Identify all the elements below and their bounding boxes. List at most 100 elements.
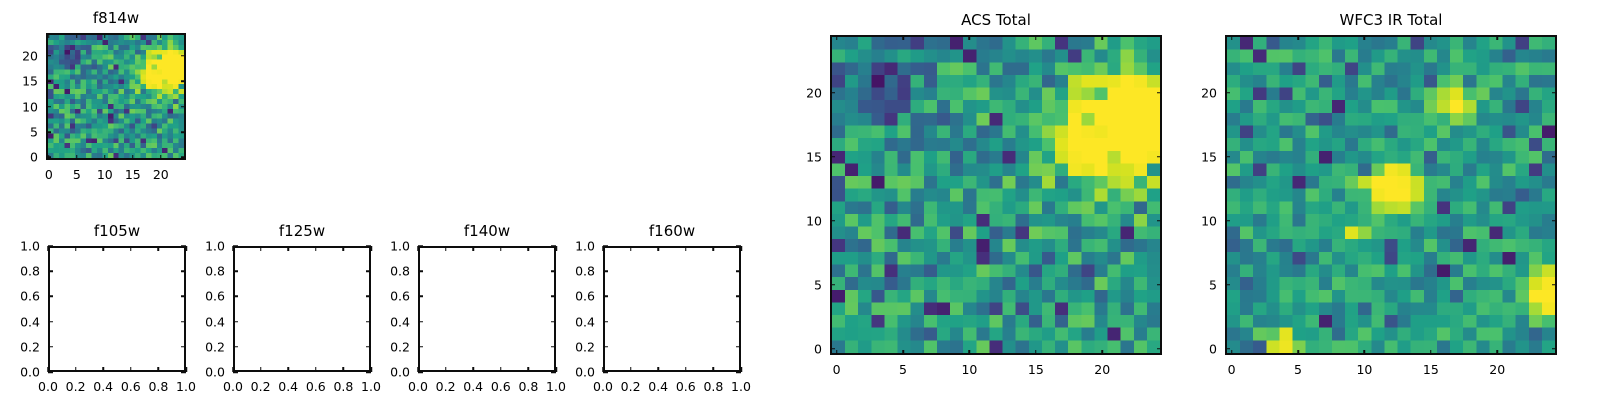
tick-label: 15: [22, 73, 38, 89]
tick-label: 1.0: [575, 238, 595, 254]
tick-label: 5: [30, 124, 38, 140]
tick-label: 20: [1201, 85, 1217, 101]
tick-label: 0.4: [20, 314, 40, 330]
tick-label: 0: [1209, 341, 1217, 357]
tick-label: 0.4: [390, 314, 410, 330]
tick-label: 0.0: [20, 364, 40, 380]
tick-label: 1.0: [20, 238, 40, 254]
tick-label: 15: [1201, 149, 1217, 165]
tick-label: 1.0: [205, 238, 225, 254]
tick-label: 0.8: [333, 379, 354, 394]
tick-label: 0.2: [390, 339, 410, 355]
tick-label: 10: [1201, 213, 1217, 229]
tick-label: 0: [832, 362, 841, 377]
plot-area-f814w: [46, 33, 186, 160]
tick-label: 5: [814, 277, 822, 293]
panel-f814w: f814w 0 5 10 15 20 0 5 10 15 20: [22, 9, 186, 182]
tick-label: 10: [806, 213, 822, 229]
plot-area-acs-total: [830, 35, 1162, 355]
panel-title-f160w: f160w: [648, 222, 696, 240]
tick-label: 0.4: [278, 379, 299, 394]
tick-label: 0.4: [93, 379, 114, 394]
panel-wfc3-ir-total: WFC3 IR Total 0 5 10 15 20 0 5 10 15 20: [1201, 11, 1557, 377]
plot-area-f125w: [233, 246, 371, 372]
tick-label: 5: [1294, 362, 1303, 377]
panel-f125w: f125w 0.0 0.2 0.4 0.6 0.8 1.0 0.0 0.2 0.4 0.6 0.8 1…: [205, 222, 381, 394]
tick-label: 0.4: [205, 314, 225, 330]
tick-label: 0.8: [20, 263, 40, 279]
tick-label: 0.8: [148, 379, 169, 394]
plot-area-f140w: [418, 246, 556, 372]
tick-label: 0.6: [305, 379, 326, 394]
panel-title-f105w: f105w: [93, 222, 141, 240]
panel-title-wfc3-ir-total: WFC3 IR Total: [1339, 11, 1443, 29]
plot-area-f160w: [603, 246, 741, 372]
tick-label: 0: [1227, 362, 1236, 377]
tick-label: 0.0: [205, 364, 225, 380]
tick-label: 1.0: [361, 379, 381, 394]
panel-title-f814w: f814w: [92, 9, 140, 27]
tick-label: 0: [30, 149, 38, 165]
tick-label: 5: [72, 167, 81, 182]
tick-label: 0: [814, 341, 822, 357]
tick-label: 15: [124, 167, 141, 182]
tick-label: 0.2: [205, 339, 225, 355]
heatmap-canvas-f814w: [48, 35, 184, 158]
tick-label: 0.0: [390, 364, 410, 380]
tick-label: 15: [806, 149, 822, 165]
heatmap-canvas-wfc3-ir-total: [1227, 37, 1555, 353]
tick-label: 0.6: [490, 379, 511, 394]
tick-label: 0: [44, 167, 53, 182]
tick-label: 1.0: [390, 238, 410, 254]
tick-label: 0.2: [620, 379, 641, 394]
tick-label: 0.2: [575, 339, 595, 355]
tick-label: 0.6: [675, 379, 696, 394]
panel-f160w: f160w 0.0 0.2 0.4 0.6 0.8 1.0 0.0 0.2 0.4 0.6 0.8 1…: [575, 222, 751, 394]
tick-label: 10: [96, 167, 113, 182]
tick-label: 15: [1027, 362, 1044, 377]
tick-label: 20: [806, 85, 822, 101]
tick-label: 20: [1489, 362, 1506, 377]
tick-label: 10: [1356, 362, 1373, 377]
tick-label: 20: [22, 48, 38, 64]
tick-label: 0.0: [408, 379, 428, 394]
tick-label: 0.0: [38, 379, 58, 394]
tick-label: 0.0: [575, 364, 595, 380]
tick-label: 0.4: [648, 379, 669, 394]
tick-label: 0.8: [390, 263, 410, 279]
tick-label: 5: [899, 362, 908, 377]
tick-label: 0.4: [575, 314, 595, 330]
plot-area-f105w: [48, 246, 186, 372]
tick-label: 0.2: [65, 379, 86, 394]
tick-label: 0.6: [20, 288, 40, 304]
tick-label: 1.0: [176, 379, 196, 394]
tick-label: 0.6: [575, 288, 595, 304]
tick-label: 20: [152, 167, 169, 182]
tick-label: 0.4: [463, 379, 484, 394]
tick-label: 0.0: [593, 379, 613, 394]
panel-title-f140w: f140w: [463, 222, 511, 240]
tick-label: 1.0: [731, 379, 751, 394]
tick-label: 0.6: [390, 288, 410, 304]
panel-f140w: f140w 0.0 0.2 0.4 0.6 0.8 1.0 0.0 0.2 0.4 0.6 0.8 1…: [390, 222, 566, 394]
tick-label: 10: [961, 362, 978, 377]
panel-acs-total: ACS Total 0 5 10 15 20 0 5 10 15 20: [806, 11, 1162, 377]
tick-label: 0.8: [205, 263, 225, 279]
tick-label: 0.0: [223, 379, 243, 394]
heatmap-canvas-acs-total: [832, 37, 1160, 353]
panel-title-acs-total: ACS Total: [961, 11, 1031, 29]
tick-label: 15: [1422, 362, 1439, 377]
tick-label: 0.2: [435, 379, 456, 394]
tick-label: 10: [22, 99, 38, 115]
tick-label: 0.8: [518, 379, 539, 394]
plot-area-wfc3-ir-total: [1225, 35, 1557, 355]
tick-label: 0.8: [703, 379, 724, 394]
tick-label: 0.2: [250, 379, 271, 394]
tick-label: 0.6: [120, 379, 141, 394]
panel-f105w: f105w 0.0 0.2 0.4 0.6 0.8 1.0 0.0 0.2 0.4 0.6 0.8 1…: [20, 222, 196, 394]
panel-title-f125w: f125w: [278, 222, 326, 240]
tick-label: 0.6: [205, 288, 225, 304]
tick-label: 0.8: [575, 263, 595, 279]
tick-label: 20: [1094, 362, 1111, 377]
